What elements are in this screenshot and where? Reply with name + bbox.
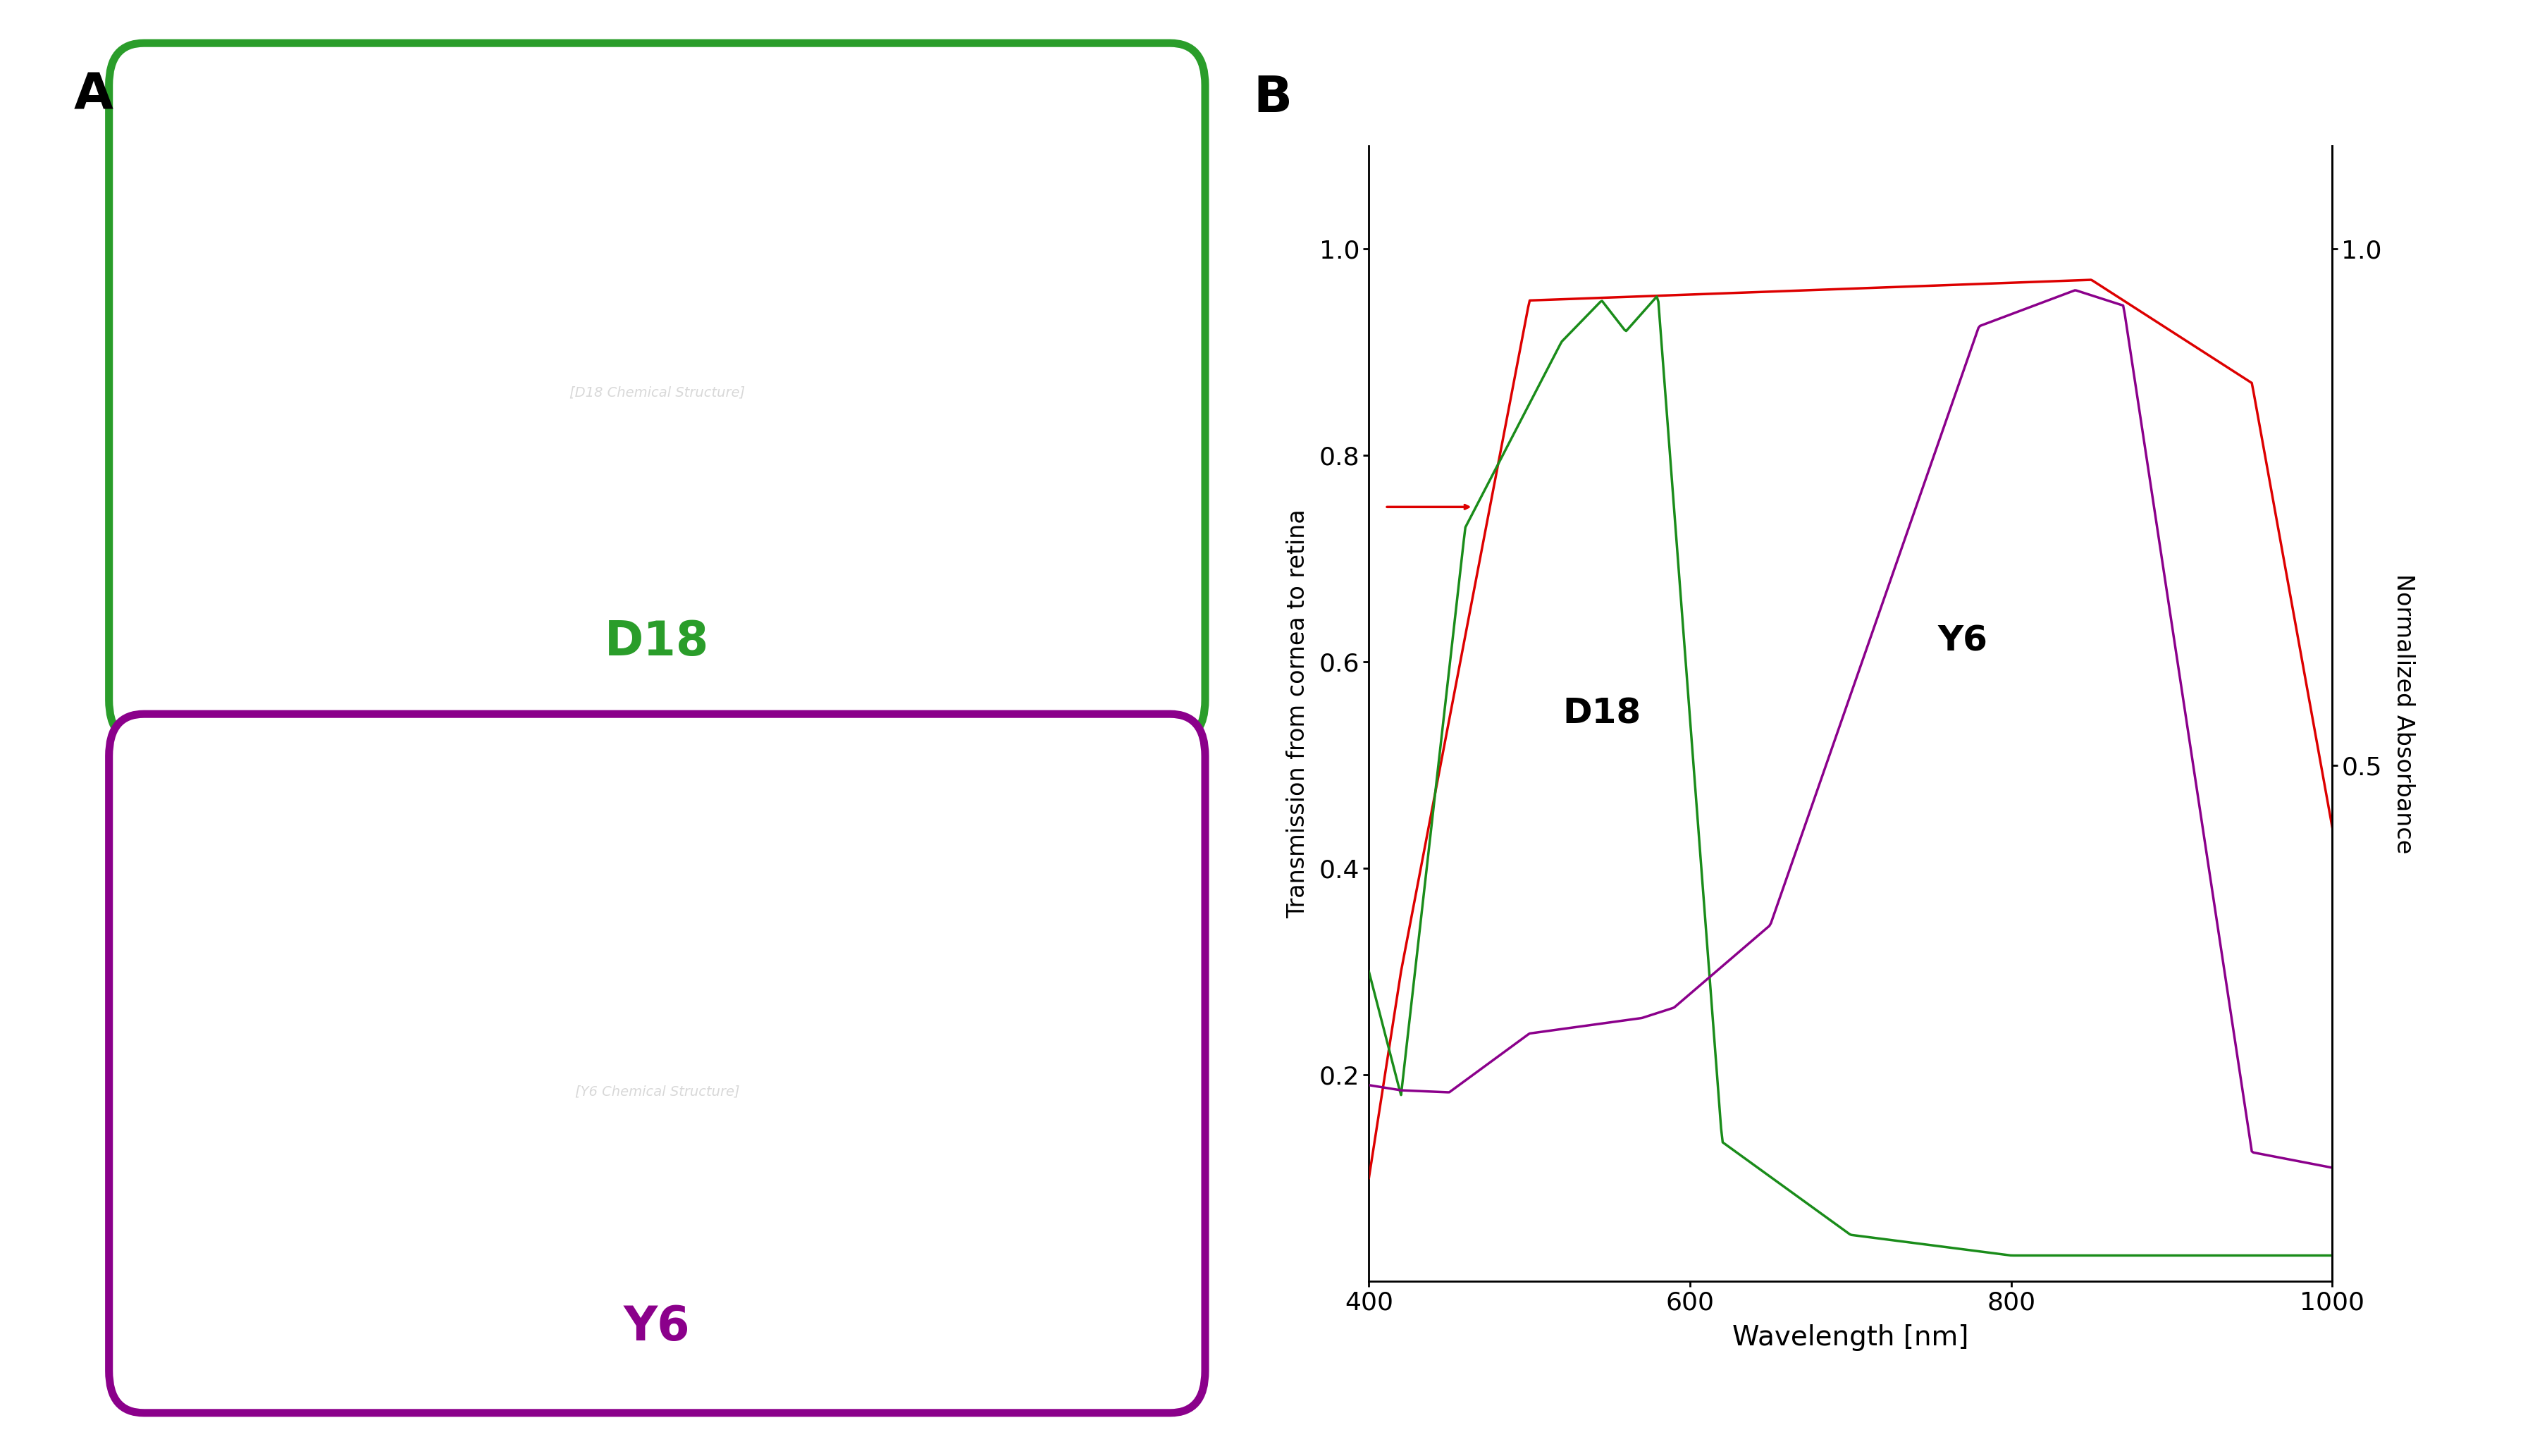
Text: [Y6 Chemical Structure]: [Y6 Chemical Structure] xyxy=(575,1085,740,1098)
Text: A: A xyxy=(74,71,114,119)
Text: B: B xyxy=(1252,74,1293,122)
Text: D18: D18 xyxy=(1562,696,1640,731)
Text: Y6: Y6 xyxy=(624,1303,690,1350)
Y-axis label: Transmission from cornea to retina: Transmission from cornea to retina xyxy=(1285,508,1308,919)
FancyBboxPatch shape xyxy=(109,713,1204,1412)
Text: [D18 Chemical Structure]: [D18 Chemical Structure] xyxy=(570,386,745,399)
Text: D18: D18 xyxy=(606,619,710,665)
Text: Y6: Y6 xyxy=(1937,625,1987,658)
Y-axis label: Normalized Absorbance: Normalized Absorbance xyxy=(2393,574,2416,853)
X-axis label: Wavelength [nm]: Wavelength [nm] xyxy=(1731,1325,1970,1351)
FancyBboxPatch shape xyxy=(109,44,1204,743)
